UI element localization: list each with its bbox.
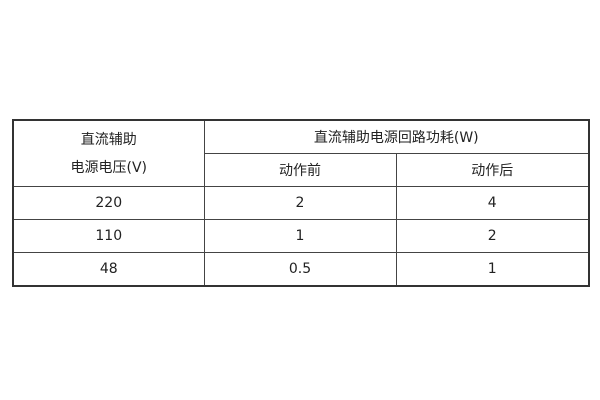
cell-before: 2: [203, 186, 397, 220]
cell-after: 2: [395, 219, 590, 253]
cell-before: 0.5: [203, 252, 397, 287]
table-row: 220 2 4: [12, 186, 590, 220]
header-voltage-line2: 电源电压(V): [70, 159, 147, 176]
table-row: 48 0.5 1: [12, 252, 590, 287]
header-row: 直流辅助 电源电压(V) 直流辅助电源回路功耗(W): [12, 119, 590, 187]
header-voltage-line1: 直流辅助: [80, 131, 137, 148]
power-consumption-table: 直流辅助 电源电压(V) 直流辅助电源回路功耗(W) 动作前 动作后 220 2…: [12, 119, 590, 287]
header-before-action: 动作前: [203, 153, 397, 187]
cell-voltage: 48: [12, 252, 205, 287]
table-row: 110 1 2: [12, 219, 590, 253]
cell-after: 1: [395, 252, 590, 287]
header-voltage: 直流辅助 电源电压(V): [12, 119, 205, 187]
subheader-row: 动作前 动作后: [13, 153, 590, 187]
cell-before: 1: [203, 219, 397, 253]
cell-voltage: 220: [12, 186, 205, 220]
cell-after: 4: [395, 186, 590, 220]
header-power-group: 直流辅助电源回路功耗(W): [203, 119, 590, 154]
cell-voltage: 110: [12, 219, 205, 253]
header-after-action: 动作后: [395, 153, 590, 187]
